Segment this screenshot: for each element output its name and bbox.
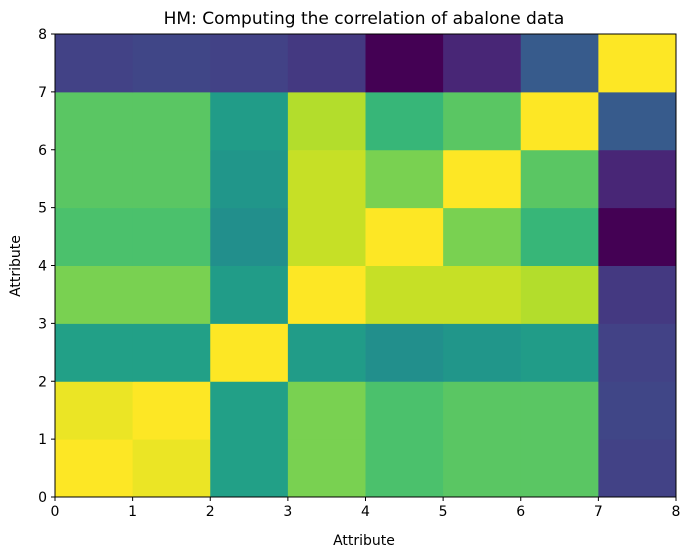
heatmap-cell	[520, 265, 599, 324]
heatmap-cell	[55, 34, 134, 93]
heatmap-cell	[132, 439, 211, 498]
x-tick-label: 6	[516, 504, 525, 520]
heatmap-cell	[520, 91, 599, 151]
heatmap-cell	[132, 149, 211, 209]
y-tick-label: 7	[38, 85, 47, 101]
heatmap-cell	[598, 381, 677, 440]
heatmap-cell	[210, 439, 289, 498]
x-tick-label: 1	[128, 504, 137, 520]
heatmap-cell	[365, 91, 444, 151]
heatmap-cell	[132, 323, 211, 382]
heatmap-cell	[598, 91, 677, 151]
heatmap-cell	[55, 149, 134, 209]
heatmap-cell	[55, 439, 134, 498]
heatmap-cell	[365, 149, 444, 209]
heatmap-cell	[598, 439, 677, 498]
heatmap-cell	[598, 34, 677, 93]
x-tick-label: 8	[672, 504, 681, 520]
y-axis-ticks: 0 1 2 3 4 5 6 7 8	[38, 27, 55, 506]
heatmap-cell	[443, 439, 522, 498]
heatmap-cell	[520, 149, 599, 209]
heatmap-cell	[210, 323, 289, 382]
heatmap-cell	[210, 207, 289, 266]
x-tick-label: 4	[361, 504, 370, 520]
heatmap-cell	[210, 34, 289, 93]
heatmap-cell	[210, 381, 289, 440]
heatmap-cell	[520, 323, 599, 382]
heatmap-cell	[55, 207, 134, 266]
heatmap-cell	[55, 381, 134, 440]
heatmap-cell	[365, 439, 444, 498]
heatmap-cell	[443, 91, 522, 151]
y-tick-label: 6	[38, 143, 47, 159]
heatmap-cell	[132, 34, 211, 93]
heatmap-cell	[365, 323, 444, 382]
heatmap-cell	[520, 439, 599, 498]
heatmap-cell	[55, 91, 134, 151]
heatmap-cell	[287, 91, 366, 151]
heatmap-cell	[365, 207, 444, 266]
heatmap-cell	[210, 149, 289, 209]
heatmap-cell	[287, 381, 366, 440]
y-tick-label: 3	[38, 316, 47, 332]
heatmap-cell	[55, 265, 134, 324]
chart-title: HM: Computing the correlation of abalone…	[164, 9, 565, 29]
heatmap-cell	[287, 207, 366, 266]
x-tick-label: 7	[594, 504, 603, 520]
heatmap-cell	[443, 149, 522, 209]
heatmap-cell	[287, 34, 366, 93]
heatmap-cell	[443, 381, 522, 440]
heatmap-cell	[520, 207, 599, 266]
heatmap-cell	[365, 381, 444, 440]
heatmap-cell	[598, 207, 677, 266]
heatmap-cell	[132, 207, 211, 266]
heatmap-cell	[287, 323, 366, 382]
heatmap-cell	[365, 34, 444, 93]
heatmap-cell	[598, 323, 677, 382]
x-axis-ticks: 0 1 2 3 4 5 6 7 8	[51, 497, 681, 520]
heatmap-cell	[287, 439, 366, 498]
heatmap-cell	[520, 381, 599, 440]
y-tick-label: 5	[38, 201, 47, 217]
y-tick-label: 1	[38, 432, 47, 448]
y-tick-label: 2	[38, 374, 47, 390]
x-tick-label: 5	[439, 504, 448, 520]
y-axis-label: Attribute	[8, 235, 24, 297]
heatmap-cell	[520, 34, 599, 93]
heatmap-cell	[210, 91, 289, 151]
heatmap-cell	[55, 323, 134, 382]
x-tick-label: 2	[206, 504, 215, 520]
heatmap-cells	[55, 34, 677, 498]
heatmap-cell	[443, 265, 522, 324]
heatmap-cell	[287, 265, 366, 324]
heatmap-cell	[365, 265, 444, 324]
y-tick-label: 0	[38, 490, 47, 506]
y-tick-label: 4	[38, 259, 47, 275]
x-axis-label: Attribute	[333, 533, 395, 549]
heatmap-cell	[598, 265, 677, 324]
heatmap-cell	[287, 149, 366, 209]
heatmap-cell	[210, 265, 289, 324]
heatmap-cell	[443, 323, 522, 382]
heatmap-cell	[443, 207, 522, 266]
heatmap-cell	[443, 34, 522, 93]
y-tick-label: 8	[38, 27, 47, 43]
heatmap-cell	[598, 149, 677, 209]
x-tick-label: 3	[283, 504, 292, 520]
heatmap-cell	[132, 91, 211, 151]
heatmap-cell	[132, 381, 211, 440]
x-tick-label: 0	[51, 504, 60, 520]
heatmap-cell	[132, 265, 211, 324]
